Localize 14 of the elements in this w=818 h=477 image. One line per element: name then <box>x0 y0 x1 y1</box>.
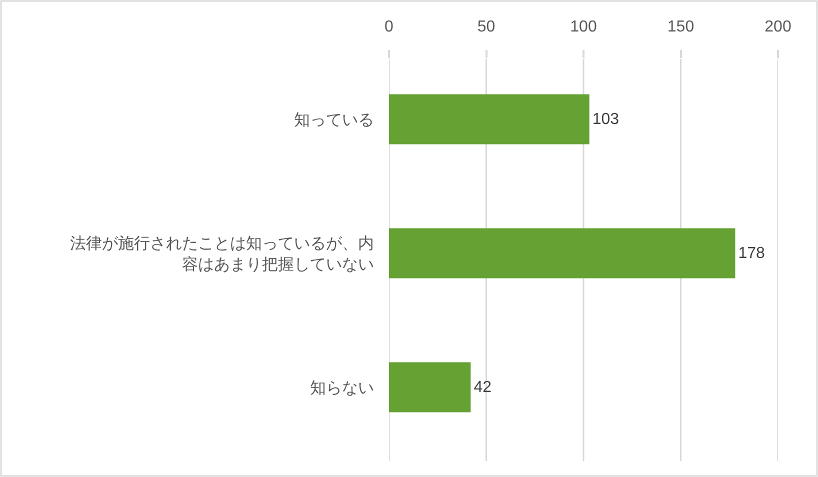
x-tick-label: 100 <box>570 18 597 36</box>
x-tick-label: 200 <box>764 18 792 36</box>
bar <box>389 94 590 144</box>
y-tick-label: 法律が施行されたことは知っているが、内容はあまり把握していない <box>70 234 374 274</box>
bar <box>389 362 471 412</box>
x-tick-label: 0 <box>384 18 394 36</box>
y-tick-label: 知らない <box>310 380 374 397</box>
x-tick-label: 50 <box>477 18 496 36</box>
x-tick-label: 150 <box>667 18 694 36</box>
y-tick-label: 知っている <box>294 112 374 129</box>
data-label: 42 <box>474 378 492 396</box>
data-label: 178 <box>738 244 766 262</box>
bar <box>389 228 736 278</box>
data-label: 103 <box>592 110 620 128</box>
